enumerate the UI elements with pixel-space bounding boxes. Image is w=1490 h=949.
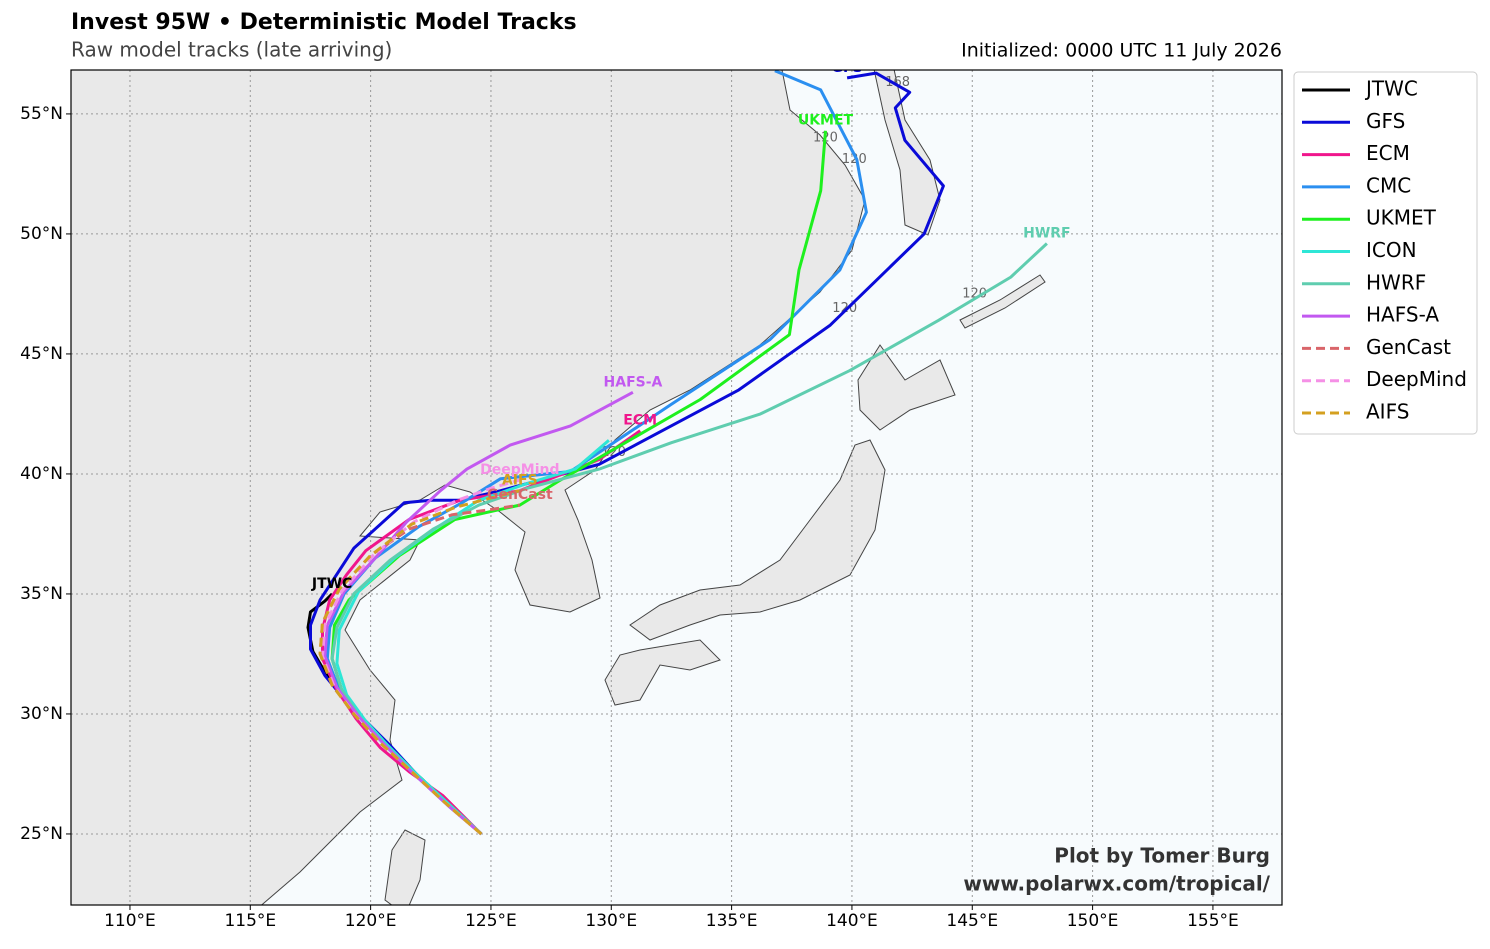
track-layer: 168120120120120120JTWCGFSECMUKMETHWRFHAF… <box>306 60 1071 836</box>
legend-label: ECM <box>1366 141 1410 165</box>
legend-label: HWRF <box>1366 270 1426 294</box>
y-tick-label: 25°N <box>20 824 63 844</box>
y-tick-label: 40°N <box>20 464 63 484</box>
legend-label: CMC <box>1366 173 1411 197</box>
x-tick-label: 140°E <box>826 911 878 931</box>
title: Invest 95W • Deterministic Model Tracks <box>71 10 577 35</box>
track-end-label: GFS <box>832 60 863 76</box>
track-end-label: GenCast <box>487 487 553 503</box>
x-tick-label: 125°E <box>465 911 517 931</box>
hour-label: 120 <box>842 152 867 167</box>
y-tick-label: 45°N <box>20 344 63 364</box>
y-tick-label: 55°N <box>20 104 63 124</box>
track-end-label: DeepMind <box>480 462 559 478</box>
track-end-label: ECM <box>623 413 657 429</box>
track-end-label: HWRF <box>1023 226 1071 242</box>
honshu <box>629 439 886 641</box>
x-tick-label: 150°E <box>1067 911 1119 931</box>
x-tick-label: 115°E <box>224 911 276 931</box>
legend-label: AIFS <box>1366 400 1409 424</box>
y-tick-label: 30°N <box>20 704 63 724</box>
y-tick-label: 35°N <box>20 584 63 604</box>
y-tick-label: 50°N <box>20 224 63 244</box>
hokkaido <box>857 344 956 431</box>
track-line <box>318 489 521 836</box>
init-time: Initialized: 0000 UTC 11 July 2026 <box>961 40 1282 62</box>
legend-label: JTWC <box>1364 77 1418 101</box>
legend-box <box>1293 71 1478 435</box>
legend-label: UKMET <box>1366 206 1437 230</box>
track-end-label: AIFS <box>502 473 538 489</box>
legend-label: GFS <box>1366 109 1405 133</box>
grid-layer: 110°E 115°E 120°E 125°E 130°E 135°E 140°E 145°E… <box>20 70 1282 931</box>
x-tick-label: 130°E <box>585 911 637 931</box>
subtitle: Raw model tracks (late arriving) <box>71 38 392 62</box>
sakhalin <box>873 70 941 236</box>
legend-label: HAFS-A <box>1366 303 1439 327</box>
legend: JTWC GFS ECM CMC UKMET ICON HWRF HAFS-A GenCast D… <box>1302 77 1467 424</box>
x-tick-label: 155°E <box>1187 911 1239 931</box>
x-tick-label: 120°E <box>345 911 397 931</box>
hour-label: 168 <box>885 75 910 90</box>
credit: Plot by Tomer Burg <box>1054 844 1270 868</box>
x-tick-label: 135°E <box>706 911 758 931</box>
legend-label: DeepMind <box>1366 367 1467 391</box>
track-end-label: HAFS-A <box>604 374 663 390</box>
credit-url: www.polarwx.com/tropical/ <box>963 872 1270 896</box>
legend-label: ICON <box>1366 238 1417 262</box>
track-end-label: JTWC <box>311 576 352 592</box>
okhotsk-islands <box>959 274 1046 329</box>
hour-label: 120 <box>962 286 987 301</box>
taiwan <box>384 829 426 905</box>
track-end-label: UKMET <box>798 113 854 129</box>
x-tick-label: 110°E <box>104 911 156 931</box>
track-line <box>335 439 610 836</box>
frame <box>70 69 1283 906</box>
legend-label: GenCast <box>1366 335 1451 359</box>
x-tick-label: 145°E <box>946 911 998 931</box>
shikoku-kyushu <box>604 639 721 706</box>
